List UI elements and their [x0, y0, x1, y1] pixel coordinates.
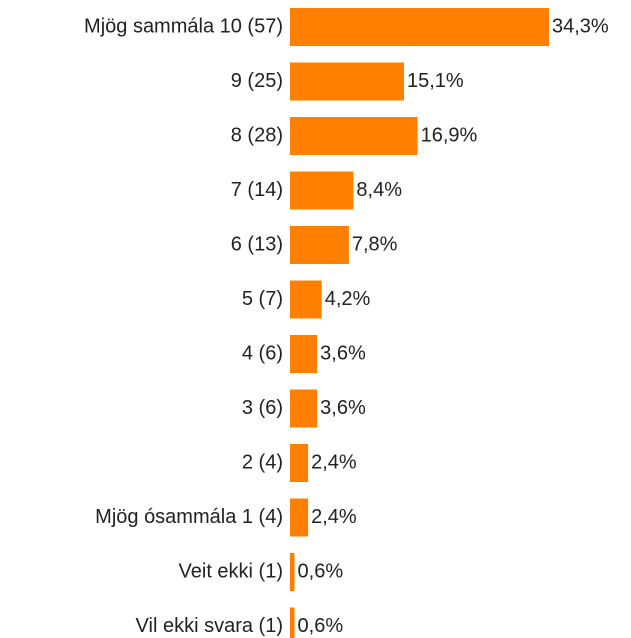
- bar: [290, 389, 318, 428]
- bar: [290, 444, 309, 482]
- category-label: Veit ekki (1): [179, 560, 283, 582]
- category-label: 7 (14): [231, 179, 283, 201]
- bar: [290, 553, 295, 591]
- bar: [290, 607, 295, 638]
- value-label: 16,9%: [421, 124, 478, 146]
- bar: [290, 226, 349, 264]
- value-label: 3,6%: [320, 342, 366, 364]
- category-label: 6 (13): [231, 233, 283, 255]
- bar: [290, 335, 318, 373]
- value-label: 2,4%: [311, 451, 357, 473]
- bar: [290, 498, 309, 537]
- category-label: 5 (7): [242, 288, 283, 310]
- category-label: 8 (28): [231, 124, 283, 146]
- bar: [290, 62, 405, 101]
- category-label: 4 (6): [242, 342, 283, 364]
- category-label: Mjög sammála 10 (57): [84, 15, 283, 37]
- value-label: 2,4%: [311, 506, 357, 528]
- category-label: 2 (4): [242, 451, 283, 473]
- category-label: Vil ekki svara (1): [136, 615, 283, 637]
- value-label: 0,6%: [298, 560, 344, 582]
- category-label: 3 (6): [242, 397, 283, 419]
- value-label: 3,6%: [320, 397, 366, 419]
- bar: [290, 8, 549, 46]
- value-label: 4,2%: [325, 288, 371, 310]
- bar: [290, 117, 418, 155]
- category-label: 9 (25): [231, 70, 283, 92]
- value-label: 15,1%: [407, 70, 464, 92]
- category-label: Mjög ósammála 1 (4): [95, 506, 283, 528]
- bar: [290, 171, 354, 210]
- value-label: 0,6%: [298, 615, 344, 637]
- bar: [290, 280, 322, 319]
- value-label: 34,3%: [552, 15, 609, 37]
- value-label: 7,8%: [352, 233, 398, 255]
- value-label: 8,4%: [356, 179, 402, 201]
